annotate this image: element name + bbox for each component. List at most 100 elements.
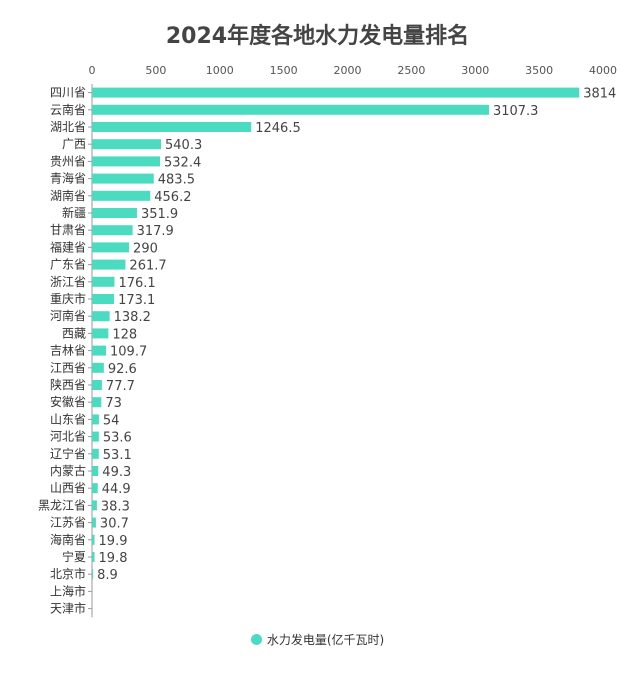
data-label: 77.7	[106, 379, 135, 394]
data-label: 38.3	[101, 499, 130, 514]
bar	[92, 122, 252, 132]
category-label: 安徽省	[50, 394, 86, 409]
bar	[92, 431, 99, 442]
bar	[92, 104, 489, 115]
data-label: 92.6	[108, 362, 137, 377]
category-label: 贵州省	[50, 154, 86, 168]
data-label: 290	[133, 241, 158, 256]
x-tick-label: 0	[89, 64, 96, 77]
data-label: 19.8	[99, 551, 128, 566]
data-label: 532.4	[164, 155, 201, 170]
legend-label: 水力发电量(亿千瓦时)	[266, 633, 385, 647]
x-tick-label: 3500	[525, 64, 553, 77]
bar	[92, 517, 96, 528]
bar	[92, 173, 154, 184]
data-label: 54	[103, 413, 120, 428]
category-label: 内蒙古	[50, 463, 86, 478]
category-label: 云南省	[50, 102, 86, 117]
bar	[92, 276, 115, 287]
x-tick-label: 3000	[461, 64, 489, 77]
bar	[92, 414, 99, 425]
category-label: 河北省	[50, 430, 86, 444]
bar	[92, 294, 115, 304]
data-label: 8.9	[97, 568, 118, 583]
data-label: 44.9	[102, 482, 131, 497]
category-label: 新疆	[62, 205, 86, 220]
x-tick-label: 1000	[206, 64, 234, 77]
bar	[92, 311, 110, 322]
category-label: 湖北省	[50, 119, 86, 134]
x-tick-label: 500	[145, 64, 166, 77]
data-label: 49.3	[102, 465, 131, 480]
bar	[92, 466, 99, 476]
bar	[92, 225, 133, 236]
bar	[92, 500, 97, 511]
bar	[92, 534, 95, 545]
data-label: 128	[112, 327, 137, 342]
category-label: 甘肃省	[50, 223, 86, 237]
category-label: 江西省	[50, 361, 86, 375]
bar	[92, 552, 95, 562]
bar	[92, 569, 94, 580]
category-label: 天津市	[50, 601, 86, 616]
category-label: 辽宁省	[50, 446, 86, 461]
data-label: 176.1	[118, 276, 155, 291]
data-label: 483.5	[158, 173, 195, 188]
data-label: 109.7	[110, 345, 147, 360]
data-label: 351.9	[141, 207, 178, 222]
data-label: 30.7	[100, 517, 129, 532]
bar	[92, 362, 104, 373]
x-tick-label: 4000	[589, 64, 617, 77]
bar	[92, 448, 99, 459]
data-label: 261.7	[129, 259, 166, 274]
data-label: 19.9	[99, 534, 128, 549]
category-label: 湖南省	[50, 188, 86, 203]
bar	[92, 208, 137, 218]
x-tick-label: 1500	[270, 64, 298, 77]
category-label: 海南省	[50, 532, 86, 547]
data-label: 138.2	[114, 310, 151, 325]
bar	[92, 345, 107, 356]
category-label: 陕西省	[50, 377, 86, 392]
category-label: 河南省	[50, 308, 86, 323]
bar	[92, 156, 161, 167]
data-label: 540.3	[165, 138, 202, 153]
category-label: 山西省	[50, 481, 86, 495]
legend-dot-icon	[250, 634, 262, 645]
category-label: 重庆市	[50, 291, 86, 306]
bar	[92, 397, 102, 408]
category-label: 吉林省	[50, 344, 86, 358]
x-tick-label: 2500	[397, 64, 425, 77]
data-label: 53.6	[103, 431, 132, 446]
chart-title: 2024年度各地水力发电量排名	[165, 24, 470, 49]
data-label: 1246.5	[255, 121, 300, 136]
data-label: 3107.3	[493, 104, 539, 119]
data-label: 53.1	[103, 448, 132, 463]
category-label: 江苏省	[50, 516, 86, 530]
category-label: 福建省	[50, 239, 86, 254]
category-label: 山东省	[50, 412, 86, 426]
data-label: 456.2	[154, 190, 191, 205]
category-label: 浙江省	[50, 275, 86, 289]
data-label: 73	[105, 396, 122, 411]
bar	[92, 380, 102, 390]
data-label: 317.9	[137, 224, 174, 239]
bar	[92, 87, 580, 98]
category-label: 青海省	[50, 171, 86, 186]
bar	[92, 139, 162, 150]
category-label: 西藏	[62, 326, 86, 340]
category-label: 广东省	[50, 258, 86, 272]
category-label: 上海市	[50, 583, 86, 598]
x-tick-label: 2000	[334, 64, 362, 77]
data-label: 3814	[583, 87, 616, 102]
bar	[92, 483, 98, 494]
bar	[92, 242, 130, 253]
category-label: 四川省	[50, 86, 86, 100]
bar	[92, 328, 109, 339]
category-label: 黑龙江省	[38, 498, 86, 512]
legend: 水力发电量(亿千瓦时)	[0, 631, 635, 648]
bar	[92, 259, 126, 270]
category-label: 广西	[62, 137, 86, 151]
category-label: 宁夏	[62, 549, 86, 564]
